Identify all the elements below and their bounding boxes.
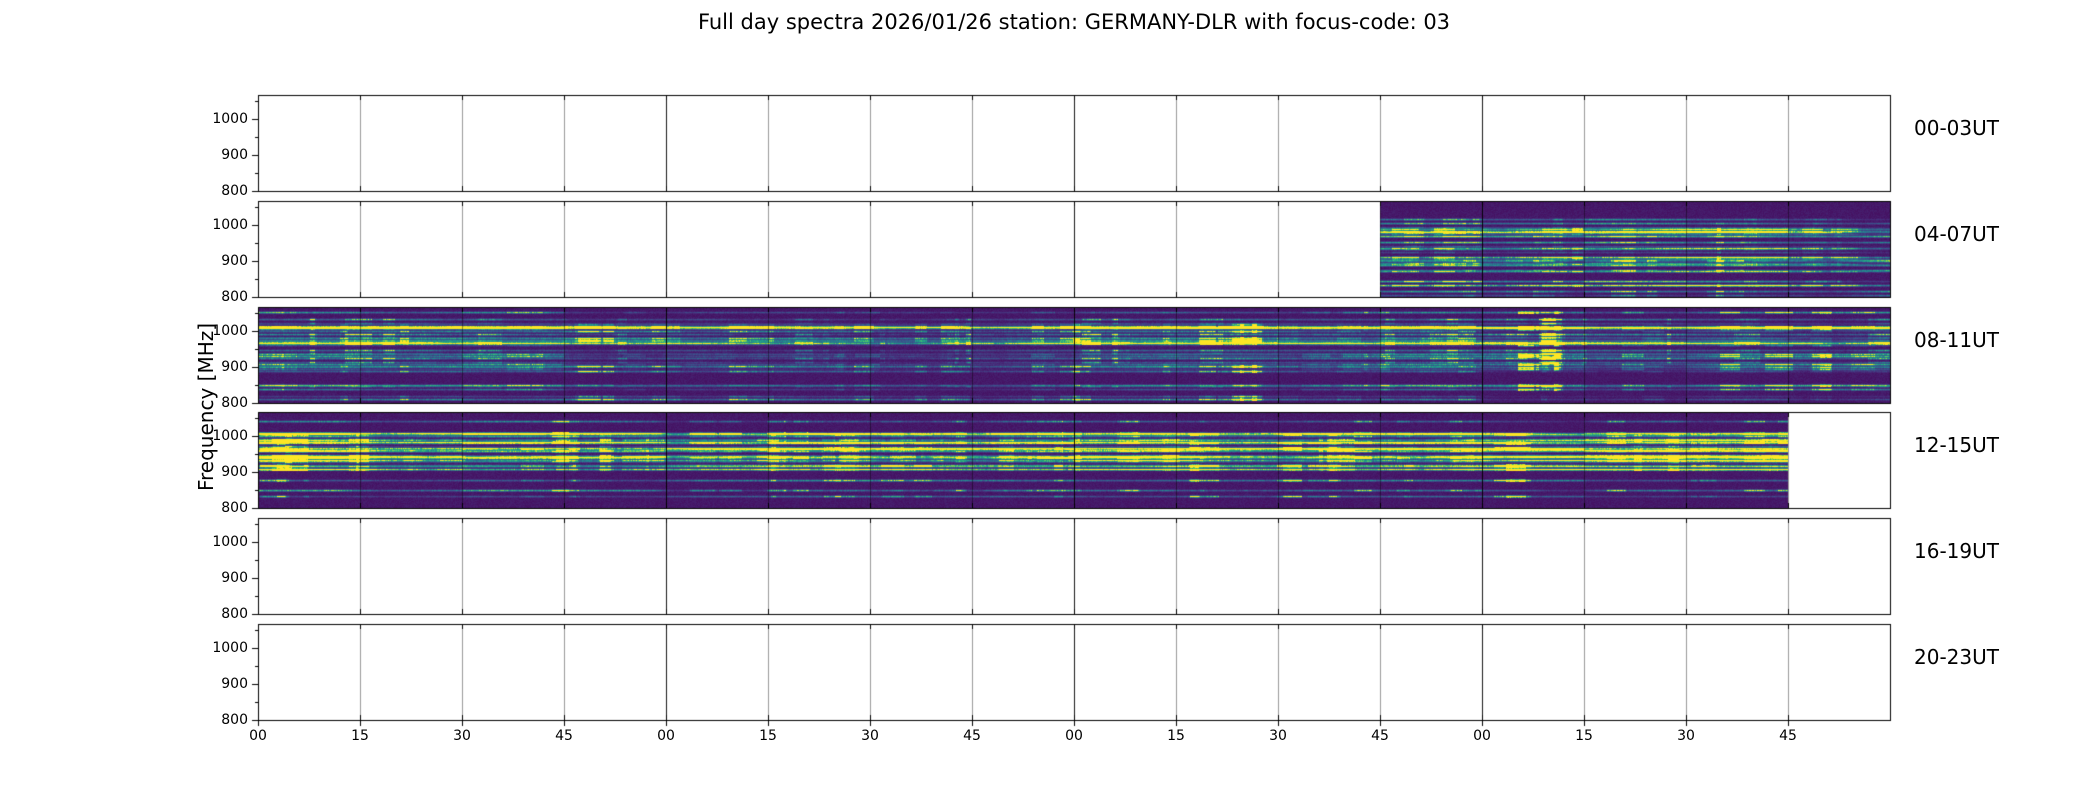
x-tick-label: 30 (861, 728, 879, 744)
y-tick-label: 800 (221, 606, 248, 623)
y-tick-label: 1000 (212, 640, 248, 657)
y-tick-label: 900 (221, 147, 248, 163)
x-tick-label: 30 (1269, 728, 1287, 744)
x-tick-label: 45 (1779, 728, 1797, 744)
x-tick-label: 00 (1065, 728, 1083, 744)
y-tick-label: 1000 (212, 111, 248, 127)
x-tick-label: 30 (1677, 728, 1695, 744)
x-tick-label: 00 (657, 728, 675, 744)
y-tick-label: 1000 (212, 216, 248, 233)
panel-time-label: 04-07UT (1914, 221, 1999, 246)
y-tick-label: 900 (221, 676, 248, 693)
y-tick-label: 800 (221, 183, 248, 199)
y-tick-label: 800 (221, 288, 248, 305)
x-tick-label: 45 (1371, 728, 1389, 744)
y-tick-label: 900 (221, 570, 248, 587)
x-tick-label: 15 (759, 728, 777, 744)
x-tick-label: 00 (1473, 728, 1491, 744)
y-tick-label: 800 (221, 500, 248, 517)
x-tick-label: 30 (453, 728, 471, 744)
panel-time-label: 00-03UT (1914, 116, 1999, 140)
y-tick-label: 1000 (212, 428, 248, 445)
y-tick-label: 900 (221, 358, 248, 375)
x-tick-label: 15 (1167, 728, 1185, 744)
chart-title: Full day spectra 2026/01/26 station: GER… (697, 10, 1451, 34)
y-tick-label: 1000 (212, 534, 248, 551)
y-tick-label: 800 (221, 394, 248, 411)
x-tick-label: 45 (555, 728, 573, 744)
x-tick-label: 15 (1575, 728, 1593, 744)
panel-time-label: 20-23UT (1914, 645, 1999, 670)
panel-time-label: 08-11UT (1914, 327, 1999, 352)
y-tick-label: 1000 (212, 322, 248, 339)
panel-time-label: 12-15UT (1914, 433, 1999, 458)
y-tick-label: 900 (221, 252, 248, 269)
x-tick-label: 15 (351, 728, 369, 744)
y-tick-label: 900 (221, 464, 248, 481)
x-tick-label: 45 (963, 728, 981, 744)
x-tick-label: 00 (249, 728, 267, 744)
y-tick-label: 800 (221, 712, 248, 729)
panel-time-label: 16-19UT (1914, 539, 1999, 564)
